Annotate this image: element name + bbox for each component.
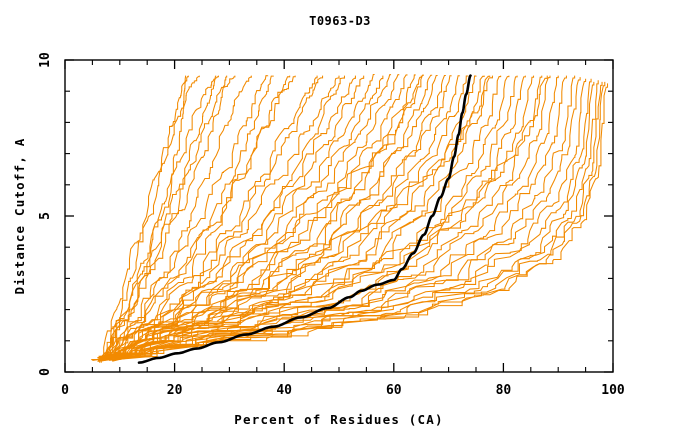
ensemble-curve bbox=[113, 75, 548, 361]
ensemble-curve bbox=[98, 75, 187, 362]
ensemble-curve bbox=[98, 75, 252, 361]
highlight-curve bbox=[137, 74, 472, 364]
ensemble-curve bbox=[107, 73, 375, 360]
ensemble-curve bbox=[99, 75, 189, 361]
ensemble-curve bbox=[96, 75, 526, 360]
ensemble-curve bbox=[99, 75, 502, 361]
x-tick-label: 60 bbox=[386, 383, 402, 398]
ensemble-curve bbox=[119, 83, 609, 360]
ensemble-curve bbox=[102, 75, 291, 359]
ensemble-curve bbox=[112, 81, 606, 362]
ensemble-curve bbox=[111, 75, 491, 357]
x-tick-label: 40 bbox=[276, 383, 292, 398]
ensemble-curve bbox=[98, 74, 408, 359]
ensemble-curve bbox=[98, 75, 422, 359]
ensemble-curve bbox=[99, 75, 551, 362]
x-axis-label: Percent of Residues (CA) bbox=[234, 412, 443, 427]
y-tick-label: 0 bbox=[38, 368, 53, 376]
y-axis-label: Distance Cutoff, A bbox=[12, 137, 27, 294]
x-tick-label: 0 bbox=[61, 383, 69, 398]
y-tick-label: 5 bbox=[38, 212, 53, 220]
x-tick-label: 100 bbox=[601, 383, 625, 398]
ensemble-curve bbox=[98, 81, 603, 358]
ensemble-curve bbox=[101, 75, 269, 360]
ensemble-curve bbox=[92, 75, 493, 362]
ensemble-curve bbox=[97, 75, 296, 362]
ensemble-curve bbox=[91, 80, 599, 361]
ensemble-curve bbox=[100, 75, 228, 363]
x-tick-label: 80 bbox=[496, 383, 512, 398]
ensemble-curve bbox=[101, 75, 340, 361]
curve-group bbox=[91, 73, 609, 364]
ensemble-curve bbox=[97, 75, 356, 362]
ensemble-curve bbox=[103, 74, 416, 361]
x-tick-label: 20 bbox=[167, 383, 183, 398]
ensemble-curve bbox=[98, 75, 452, 360]
page-title: T0963-D3 bbox=[309, 14, 371, 28]
ensemble-curve bbox=[99, 75, 217, 360]
ensemble-curve bbox=[100, 75, 219, 361]
ensemble-curve bbox=[99, 75, 384, 358]
ensemble-curve bbox=[104, 75, 318, 359]
y-tick-label: 10 bbox=[38, 52, 53, 68]
